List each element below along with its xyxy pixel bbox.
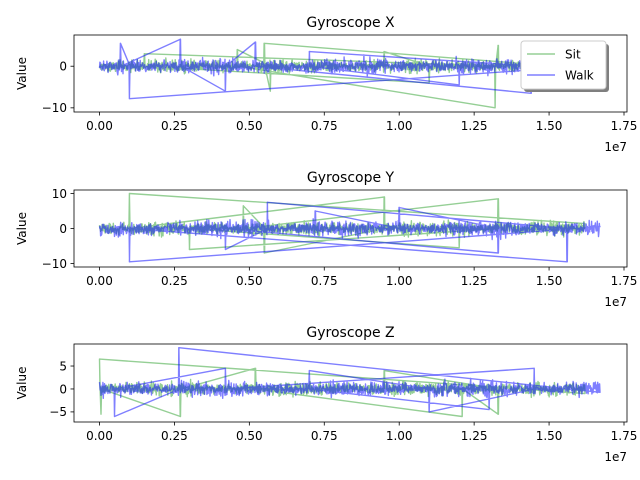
y-tick-label: 5 [59,359,67,373]
x-tick-label: 0.25 [161,429,188,443]
y-axis-label: Value [15,367,29,400]
subplot-3: 0.00 0.25 0.50 0.75 1.00 1.25 1.50 1.75 −5 0 5 Gyro… [15,325,637,464]
x-tick-label: 0.75 [311,274,338,288]
x-tick-label: 0.50 [236,429,263,443]
x-tick-label: 1.25 [461,429,488,443]
x-tick-label: 0.00 [86,119,113,133]
subplot-2: 0.00 0.25 0.50 0.75 1.00 1.25 1.50 1.75 −10 0 10 Gy… [15,170,637,309]
y-axis-label: Value [15,57,29,90]
x-tick-label: 0.00 [86,274,113,288]
y-tick-label: −10 [42,101,67,115]
y-tick-label: 0 [59,222,67,236]
x-offset-label: 1e7 [604,140,627,154]
y-tick-label: 0 [59,60,67,74]
x-tick-label: 1.50 [536,274,563,288]
chart-title: Gyroscope Y [307,170,395,186]
x-offset-label: 1e7 [604,295,627,309]
x-tick-label: 0.75 [311,119,338,133]
x-tick-label: 0.50 [236,119,263,133]
x-tick-label: 1.25 [461,119,488,133]
x-tick-label: 1.00 [386,274,413,288]
x-tick-label: 0.00 [86,429,113,443]
y-axis-label: Value [15,212,29,245]
series-line-walk [98,347,601,418]
x-tick-label: 1.50 [536,119,563,133]
x-tick-label: 0.25 [161,119,188,133]
legend-label-sit: Sit [565,48,581,62]
subplot-1: 0.00 0.25 0.50 0.75 1.00 1.25 1.50 1.75 −10 0 Gyro… [15,15,637,154]
y-tick-label: 0 [59,382,67,396]
x-tick-label: 1.00 [386,429,413,443]
legend-box [520,40,607,90]
axes-frame [73,34,628,113]
chart-title: Gyroscope Z [306,325,394,341]
y-tick-label: 10 [52,187,67,201]
y-tick-label: −5 [49,405,67,419]
x-tick-label: 0.25 [161,274,188,288]
series-line-walk [98,201,601,263]
legend-label-walk: Walk [565,69,594,83]
axes-frame [73,343,628,423]
x-tick-label: 1.75 [611,429,638,443]
x-offset-label: 1e7 [604,450,627,464]
x-tick-label: 1.75 [611,274,638,288]
x-tick-label: 1.75 [611,119,638,133]
x-tick-label: 1.50 [536,429,563,443]
x-tick-label: 1.00 [386,119,413,133]
y-tick-label: −10 [42,257,67,271]
series-line-walk [98,38,586,100]
x-tick-label: 0.75 [311,429,338,443]
x-tick-label: 0.50 [236,274,263,288]
chart-title: Gyroscope X [306,15,395,31]
legend: Sit Walk [520,40,609,92]
x-tick-label: 1.25 [461,274,488,288]
